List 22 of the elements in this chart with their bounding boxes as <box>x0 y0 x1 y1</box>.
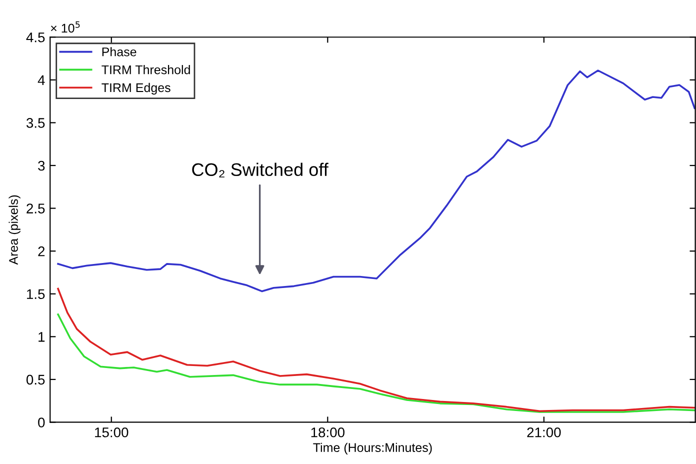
y-tick-label: 1.5 <box>27 289 45 300</box>
line-series <box>57 314 696 413</box>
y-tick-label: 0.5 <box>26 374 45 385</box>
annotation: CO₂ Switched off <box>192 162 328 178</box>
line-series <box>57 288 696 412</box>
x-axis-title: Time (Hours:Minutes) <box>313 442 432 454</box>
x-tick-label: 15:00 <box>95 427 128 438</box>
y-tick-label: 3.5 <box>26 118 45 128</box>
y-tick-label: 4.5 <box>26 32 45 42</box>
y-tick-label: 0 <box>38 418 45 428</box>
x-tick-label: 21:00 <box>527 427 561 438</box>
x-tick-label: 18:00 <box>311 427 344 438</box>
y-tick-label: 3 <box>38 160 45 171</box>
y-tick-label: 1 <box>38 332 45 342</box>
legend-label: TIRM Edges <box>102 82 170 95</box>
y-tick-label: 2.5 <box>26 204 45 214</box>
legend-label: TIRM Threshold <box>102 65 190 74</box>
y-tick-label: 4 <box>38 75 45 85</box>
text: × 10$^{5}$ <box>50 21 80 33</box>
y-axis-title: Area (pixels) <box>8 195 20 265</box>
y-tick-label: 2 <box>38 246 45 256</box>
legend-label: Phase <box>102 47 136 56</box>
